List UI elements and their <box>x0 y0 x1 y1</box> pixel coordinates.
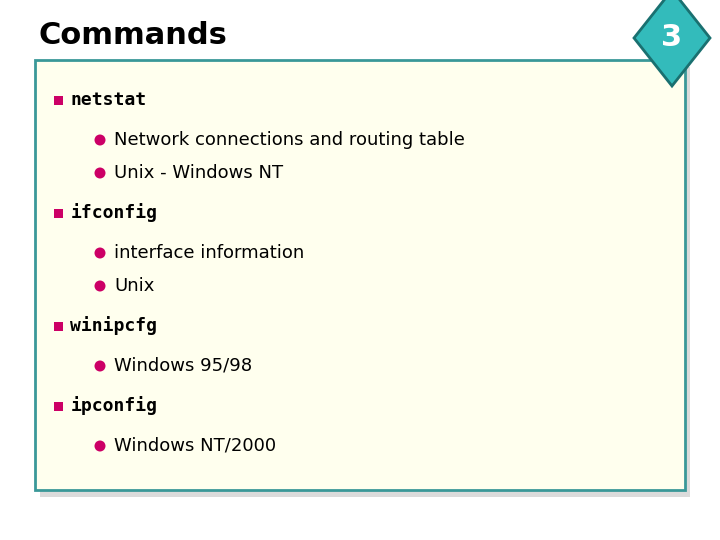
Circle shape <box>94 167 106 179</box>
Bar <box>53 208 63 218</box>
Bar <box>53 96 63 105</box>
Text: Windows NT/2000: Windows NT/2000 <box>114 437 276 455</box>
Text: Commands: Commands <box>38 21 227 50</box>
Bar <box>53 402 63 410</box>
Bar <box>35 60 685 490</box>
Bar <box>40 67 690 497</box>
Text: interface information: interface information <box>114 244 305 262</box>
Text: Network connections and routing table: Network connections and routing table <box>114 131 465 149</box>
Bar <box>53 321 63 330</box>
Text: Unix - Windows NT: Unix - Windows NT <box>114 164 283 182</box>
Circle shape <box>94 361 106 372</box>
Text: Windows 95/98: Windows 95/98 <box>114 357 252 375</box>
Circle shape <box>94 247 106 259</box>
Text: ifconfig: ifconfig <box>71 204 158 222</box>
Circle shape <box>94 134 106 145</box>
Text: netstat: netstat <box>71 91 147 109</box>
Circle shape <box>94 441 106 451</box>
Circle shape <box>94 280 106 292</box>
Text: winipcfg: winipcfg <box>71 316 158 335</box>
Polygon shape <box>634 0 710 86</box>
Text: 3: 3 <box>662 24 683 52</box>
Text: Unix: Unix <box>114 277 154 295</box>
Text: ipconfig: ipconfig <box>71 396 158 415</box>
